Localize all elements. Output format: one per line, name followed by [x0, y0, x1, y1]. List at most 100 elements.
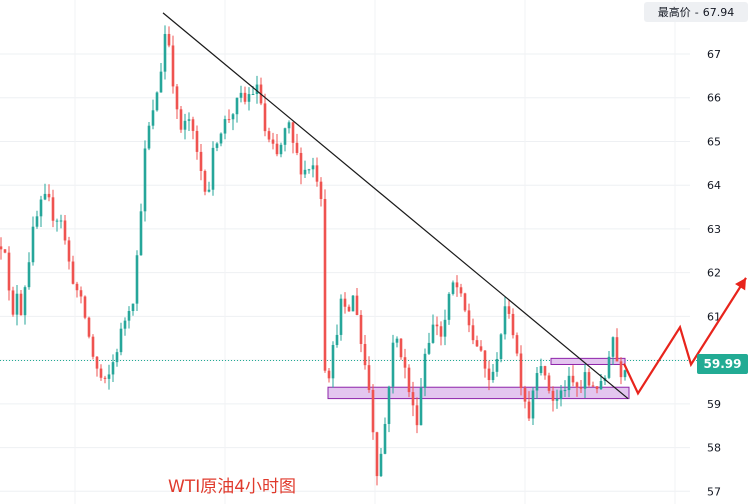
candle-body	[23, 287, 27, 316]
candle-body	[623, 370, 627, 378]
candle-body	[503, 306, 507, 335]
candle-body	[483, 350, 487, 369]
candle-body	[295, 142, 299, 153]
candle-body	[75, 283, 79, 291]
candle-body	[219, 133, 223, 144]
candle-body	[487, 368, 491, 381]
candle-body	[611, 337, 615, 357]
candle-body	[411, 392, 415, 406]
candle-body	[267, 131, 271, 140]
y-tick-label: 59	[707, 398, 721, 411]
candle-body	[599, 381, 603, 390]
candle-body	[215, 143, 219, 148]
candle-body	[315, 165, 319, 182]
candle-body	[171, 45, 175, 87]
candle-body	[55, 220, 59, 222]
y-tick-label: 66	[707, 92, 721, 105]
candle-body	[59, 220, 63, 222]
candle-body	[79, 290, 83, 297]
candle-body	[39, 199, 43, 217]
candle-body	[207, 189, 211, 192]
high-separator: -	[694, 5, 699, 19]
y-tick-label: 67	[707, 48, 721, 61]
candle-body	[143, 148, 147, 212]
candle-body	[0, 246, 3, 250]
candle-body	[119, 328, 123, 353]
candle-body	[391, 342, 395, 387]
candle-body	[547, 375, 551, 391]
support-zones	[327, 357, 630, 400]
candle-body	[7, 252, 11, 291]
candle-body	[311, 165, 315, 170]
candle-body	[591, 385, 595, 387]
candle-body	[339, 298, 343, 335]
arrow-head	[735, 277, 746, 291]
candle-body	[463, 293, 467, 311]
candle-body	[571, 375, 575, 383]
price-axis: 5758596061626364656667	[707, 48, 721, 498]
candle-body	[595, 386, 599, 390]
candle-body	[15, 293, 19, 315]
candle-body	[67, 240, 71, 262]
candle-body	[563, 390, 567, 392]
candle-body	[27, 262, 31, 288]
candle-body	[211, 147, 215, 190]
candle-body	[95, 356, 99, 369]
candle-body	[91, 336, 95, 357]
candle-body	[291, 122, 295, 143]
candle-body	[327, 370, 331, 379]
trendline	[162, 12, 629, 400]
candle-body	[231, 114, 235, 120]
support-zone	[327, 386, 630, 400]
candle-body	[527, 401, 531, 419]
candle-body	[195, 130, 199, 152]
candle-body	[427, 342, 431, 354]
projection-arrow-path	[623, 277, 747, 396]
candle-body	[191, 119, 195, 131]
candle-body	[403, 357, 407, 368]
candle-body	[87, 317, 91, 337]
candle-body	[3, 249, 7, 253]
candle-body	[347, 306, 351, 312]
candle-body	[263, 103, 267, 132]
candle-body	[167, 33, 171, 46]
candle-body	[419, 387, 423, 426]
candle-body	[31, 226, 35, 263]
candle-body	[63, 220, 67, 241]
candle-body	[551, 390, 555, 401]
candle-body	[103, 377, 107, 379]
candle-body	[131, 303, 135, 312]
candle-body	[255, 84, 259, 95]
candle-body	[43, 193, 47, 200]
candle-body	[135, 255, 139, 304]
candle-body	[331, 344, 335, 379]
support-zone	[550, 357, 626, 365]
candle-body	[275, 143, 279, 155]
candle-body	[539, 366, 543, 374]
candle-body	[479, 346, 483, 351]
y-tick-label: 57	[707, 485, 721, 498]
candle-body	[423, 353, 427, 388]
candle-body	[227, 119, 231, 121]
candle-body	[379, 453, 383, 477]
candle-body	[199, 151, 203, 171]
candle-body	[323, 199, 327, 371]
candle-body	[375, 432, 379, 477]
candle-body	[83, 296, 87, 318]
candle-body	[183, 120, 187, 130]
candle-body	[123, 320, 127, 329]
candle-body	[367, 365, 371, 390]
candle-body	[371, 389, 375, 433]
candle-body	[451, 282, 455, 294]
candle-body	[531, 390, 535, 419]
candle-body	[619, 361, 623, 378]
candle-body	[115, 352, 119, 363]
y-tick-label: 63	[707, 223, 721, 236]
candle-body	[579, 387, 583, 389]
candle-body	[555, 399, 559, 401]
candle-body	[159, 71, 163, 93]
candle-body	[415, 405, 419, 426]
candle-body	[343, 298, 347, 307]
candle-body	[279, 144, 283, 155]
